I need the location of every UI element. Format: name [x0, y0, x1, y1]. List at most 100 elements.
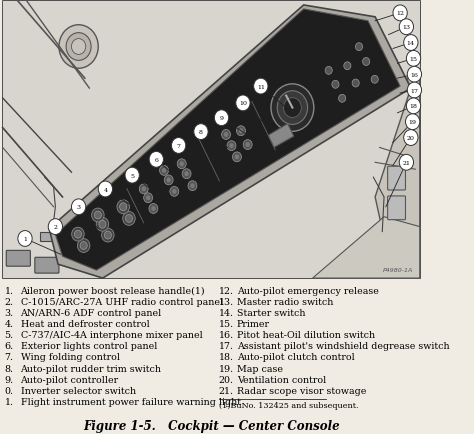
Circle shape	[254, 79, 268, 95]
Circle shape	[126, 215, 133, 223]
Circle shape	[142, 187, 146, 192]
Polygon shape	[312, 217, 420, 279]
Circle shape	[59, 26, 98, 69]
Circle shape	[406, 99, 420, 115]
Text: 21: 21	[402, 161, 410, 165]
Circle shape	[190, 184, 195, 189]
Circle shape	[72, 39, 86, 55]
Text: Auto-pilot rudder trim switch: Auto-pilot rudder trim switch	[20, 364, 162, 373]
Text: Inverter selector switch: Inverter selector switch	[20, 386, 136, 395]
Circle shape	[151, 207, 155, 211]
Text: 3.: 3.	[4, 309, 14, 317]
Circle shape	[72, 200, 86, 215]
Circle shape	[184, 172, 189, 177]
Text: 1.: 1.	[4, 397, 13, 406]
Text: Starter switch: Starter switch	[237, 309, 305, 317]
Text: 16: 16	[410, 72, 419, 78]
Text: 6: 6	[155, 158, 158, 162]
Text: Master radio switch: Master radio switch	[237, 297, 333, 306]
Text: 17: 17	[410, 89, 419, 93]
Circle shape	[149, 204, 158, 214]
Circle shape	[399, 20, 413, 36]
Text: 10: 10	[239, 101, 247, 106]
Polygon shape	[49, 6, 411, 279]
Text: (1)BuNo. 132425 and subsequent.: (1)BuNo. 132425 and subsequent.	[219, 401, 358, 409]
Text: Figure 1-5.   Cockpit — Center Console: Figure 1-5. Cockpit — Center Console	[83, 419, 340, 431]
Text: Wing folding control: Wing folding control	[20, 353, 119, 362]
Circle shape	[407, 67, 421, 83]
Circle shape	[404, 36, 418, 51]
Circle shape	[166, 178, 171, 183]
Circle shape	[344, 62, 351, 71]
Circle shape	[72, 228, 84, 242]
Text: Flight instrument power failure warning light: Flight instrument power failure warning …	[20, 397, 240, 406]
Circle shape	[229, 144, 234, 149]
Circle shape	[239, 129, 243, 134]
Circle shape	[66, 33, 91, 61]
Bar	[40, 232, 56, 242]
Circle shape	[74, 230, 82, 239]
Circle shape	[146, 196, 150, 201]
Circle shape	[80, 242, 87, 250]
Text: 7.: 7.	[4, 353, 13, 362]
Circle shape	[236, 96, 250, 112]
Circle shape	[406, 51, 420, 67]
Text: Auto-pilot clutch control: Auto-pilot clutch control	[237, 353, 355, 362]
Text: 13: 13	[402, 25, 410, 30]
FancyBboxPatch shape	[388, 197, 405, 220]
Text: Aileron power boost release handle(1): Aileron power boost release handle(1)	[20, 286, 205, 296]
Circle shape	[104, 232, 111, 240]
Text: 19: 19	[409, 120, 417, 125]
Text: 4: 4	[103, 187, 108, 192]
Polygon shape	[268, 125, 294, 148]
Circle shape	[214, 111, 228, 126]
Circle shape	[94, 211, 101, 220]
Text: Exterior lights control panel: Exterior lights control panel	[20, 342, 157, 351]
Circle shape	[325, 67, 332, 75]
Bar	[3, 2, 420, 279]
Text: 9: 9	[219, 116, 224, 121]
Text: 15: 15	[410, 57, 418, 62]
Circle shape	[404, 130, 418, 146]
Circle shape	[399, 155, 413, 171]
Circle shape	[283, 99, 301, 118]
Circle shape	[407, 83, 421, 99]
Text: P4980-1A: P4980-1A	[383, 267, 413, 273]
Circle shape	[363, 59, 370, 66]
Circle shape	[18, 231, 32, 247]
Circle shape	[125, 168, 139, 184]
Circle shape	[188, 181, 197, 191]
Text: Primer: Primer	[237, 319, 270, 329]
Circle shape	[48, 219, 63, 235]
Circle shape	[123, 212, 135, 226]
Circle shape	[182, 169, 191, 179]
Circle shape	[224, 133, 228, 138]
Circle shape	[96, 218, 109, 232]
Circle shape	[237, 126, 246, 136]
Text: Heat and defroster control: Heat and defroster control	[20, 319, 149, 329]
Text: 14.: 14.	[219, 309, 234, 317]
Circle shape	[117, 201, 129, 214]
Polygon shape	[375, 79, 420, 279]
Text: C-1015/ARC-27A UHF radio control panel: C-1015/ARC-27A UHF radio control panel	[20, 297, 223, 306]
Circle shape	[172, 190, 176, 194]
Text: Assistant pilot's windshield degrease switch: Assistant pilot's windshield degrease sw…	[237, 342, 449, 351]
Circle shape	[271, 85, 314, 132]
Circle shape	[172, 138, 186, 154]
Circle shape	[221, 130, 230, 140]
Circle shape	[149, 152, 164, 168]
Text: 3: 3	[77, 205, 81, 210]
Text: Auto-pilot emergency release: Auto-pilot emergency release	[237, 286, 379, 295]
Circle shape	[162, 168, 166, 174]
Circle shape	[338, 95, 346, 103]
Polygon shape	[3, 2, 420, 279]
Circle shape	[352, 80, 359, 88]
Circle shape	[243, 140, 252, 150]
Circle shape	[91, 209, 104, 222]
Circle shape	[232, 152, 241, 162]
Text: Pitot heat-Oil dilution switch: Pitot heat-Oil dilution switch	[237, 331, 375, 339]
Text: 2.: 2.	[4, 297, 13, 306]
Circle shape	[101, 229, 114, 243]
Circle shape	[393, 6, 407, 22]
Text: 16.: 16.	[219, 331, 234, 339]
